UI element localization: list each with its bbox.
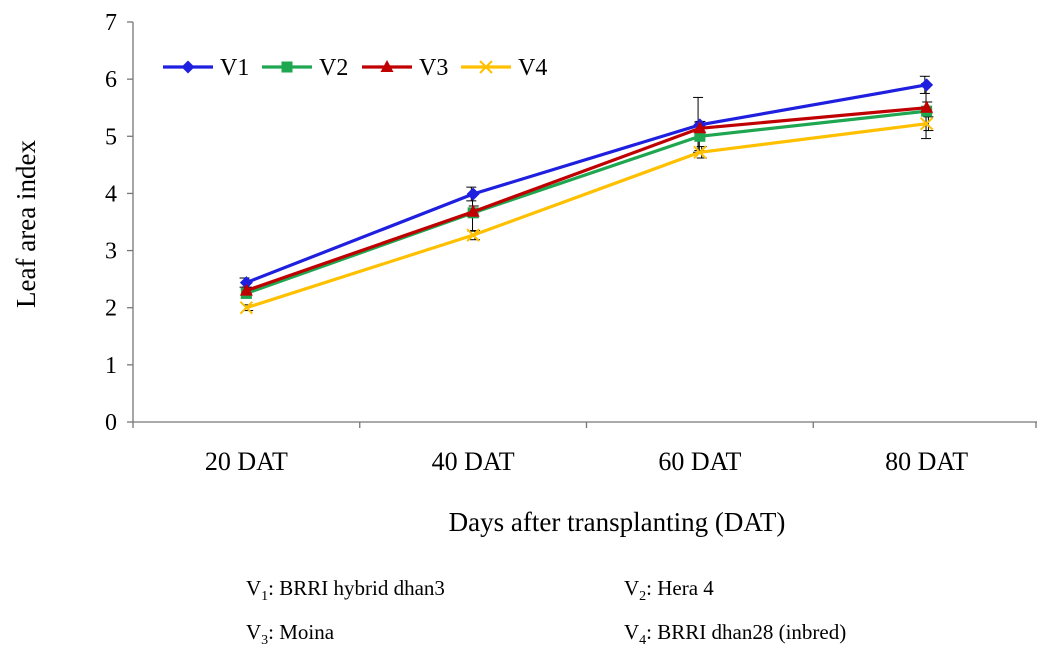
series-v1-line bbox=[245, 83, 927, 285]
footnote-subscript: 1 bbox=[261, 589, 269, 605]
legend-swatch-marker bbox=[380, 60, 394, 72]
legend-entry-v1: V1 bbox=[163, 55, 249, 81]
legend-swatch-marker bbox=[479, 60, 493, 74]
y-tick-label: 3 bbox=[105, 239, 117, 265]
series-v3-point bbox=[693, 121, 707, 134]
series-lines bbox=[239, 78, 934, 315]
marker-stroke bbox=[466, 228, 480, 242]
x-axis-title: Days after transplanting (DAT) bbox=[449, 507, 786, 537]
y-axis-title: Leaf area index bbox=[11, 140, 41, 308]
series-v4-point bbox=[466, 228, 480, 242]
footnote-subscript: 3 bbox=[261, 633, 269, 649]
legend-entry-v2: V2 bbox=[262, 55, 348, 81]
footnote-v4: V4: BRRI dhan28 (inbred) bbox=[624, 620, 846, 649]
footnote-subscript: 2 bbox=[639, 589, 647, 605]
y-tick-label: 4 bbox=[105, 181, 117, 207]
series-v2-point bbox=[694, 130, 706, 142]
x-tick-label: 60 DAT bbox=[658, 447, 741, 476]
legend-label: V2 bbox=[319, 55, 348, 81]
legend-swatch-marker bbox=[281, 61, 293, 73]
variety-footnotes: V1: BRRI hybrid dhan3 V2: Hera 4 V3: Moi… bbox=[246, 568, 1026, 648]
legend-label: V1 bbox=[220, 55, 249, 81]
x-tick-label: 40 DAT bbox=[432, 447, 515, 476]
series-v3-line bbox=[245, 106, 927, 293]
legend-entry-v4: V4 bbox=[461, 55, 547, 81]
leaf-area-index-chart: Leaf area index Days after transplanting… bbox=[11, 10, 1037, 537]
footnote-text: : Hera 4 bbox=[646, 576, 714, 600]
series-v3-point bbox=[920, 100, 934, 113]
axes: 0 1 2 3 4 5 6 7 20 DAT 40 DAT 60 DAT 80 DAT bbox=[105, 10, 1037, 476]
series-v3-point bbox=[466, 204, 480, 217]
footnote-symbol: V bbox=[624, 576, 640, 600]
marker-stroke bbox=[239, 301, 254, 315]
series-v4-point bbox=[919, 117, 934, 131]
legend-label: V3 bbox=[419, 55, 448, 81]
footnote-text: : BRRI hybrid dhan3 bbox=[268, 576, 445, 600]
series-v4-line bbox=[245, 122, 927, 310]
x-tick-label: 20 DAT bbox=[205, 447, 288, 476]
footnote-symbol: V bbox=[246, 576, 262, 600]
marker-stroke bbox=[479, 60, 493, 74]
marker-stroke bbox=[919, 117, 934, 131]
footnote-v2: V2: Hera 4 bbox=[624, 576, 714, 605]
y-tick-label: 1 bbox=[105, 353, 117, 379]
x-tick-label: 80 DAT bbox=[885, 447, 968, 476]
y-tick-label: 7 bbox=[105, 10, 117, 36]
footnote-v3: V3: Moina bbox=[246, 620, 334, 649]
footnote-v1: V1: BRRI hybrid dhan3 bbox=[246, 576, 445, 605]
y-tick-label: 0 bbox=[105, 410, 117, 436]
series-v1-point bbox=[466, 187, 480, 201]
marker-stroke bbox=[693, 145, 707, 159]
legend-entry-v3: V3 bbox=[362, 55, 448, 81]
footnote-subscript: 4 bbox=[639, 633, 647, 649]
legend-swatch-marker bbox=[181, 60, 195, 74]
series-v3-point bbox=[239, 283, 253, 296]
y-tick-label: 5 bbox=[105, 124, 117, 150]
y-tick-label: 2 bbox=[105, 296, 117, 322]
footnote-symbol: V bbox=[624, 620, 640, 644]
series-v1-point bbox=[920, 78, 934, 92]
series-v4-point bbox=[239, 301, 254, 315]
series-v1-point bbox=[239, 276, 253, 290]
series-v4-error-bar bbox=[923, 116, 934, 132]
y-tick-label: 6 bbox=[105, 67, 117, 93]
legend: V1 V2 V3 V4 bbox=[163, 55, 547, 81]
legend-label: V4 bbox=[518, 55, 547, 81]
footnote-text: : BRRI dhan28 (inbred) bbox=[646, 620, 847, 644]
footnote-symbol: V bbox=[246, 620, 262, 644]
footnote-text: : Moina bbox=[268, 620, 335, 644]
series-v2-line bbox=[245, 109, 927, 295]
series-v4-point bbox=[693, 145, 707, 159]
